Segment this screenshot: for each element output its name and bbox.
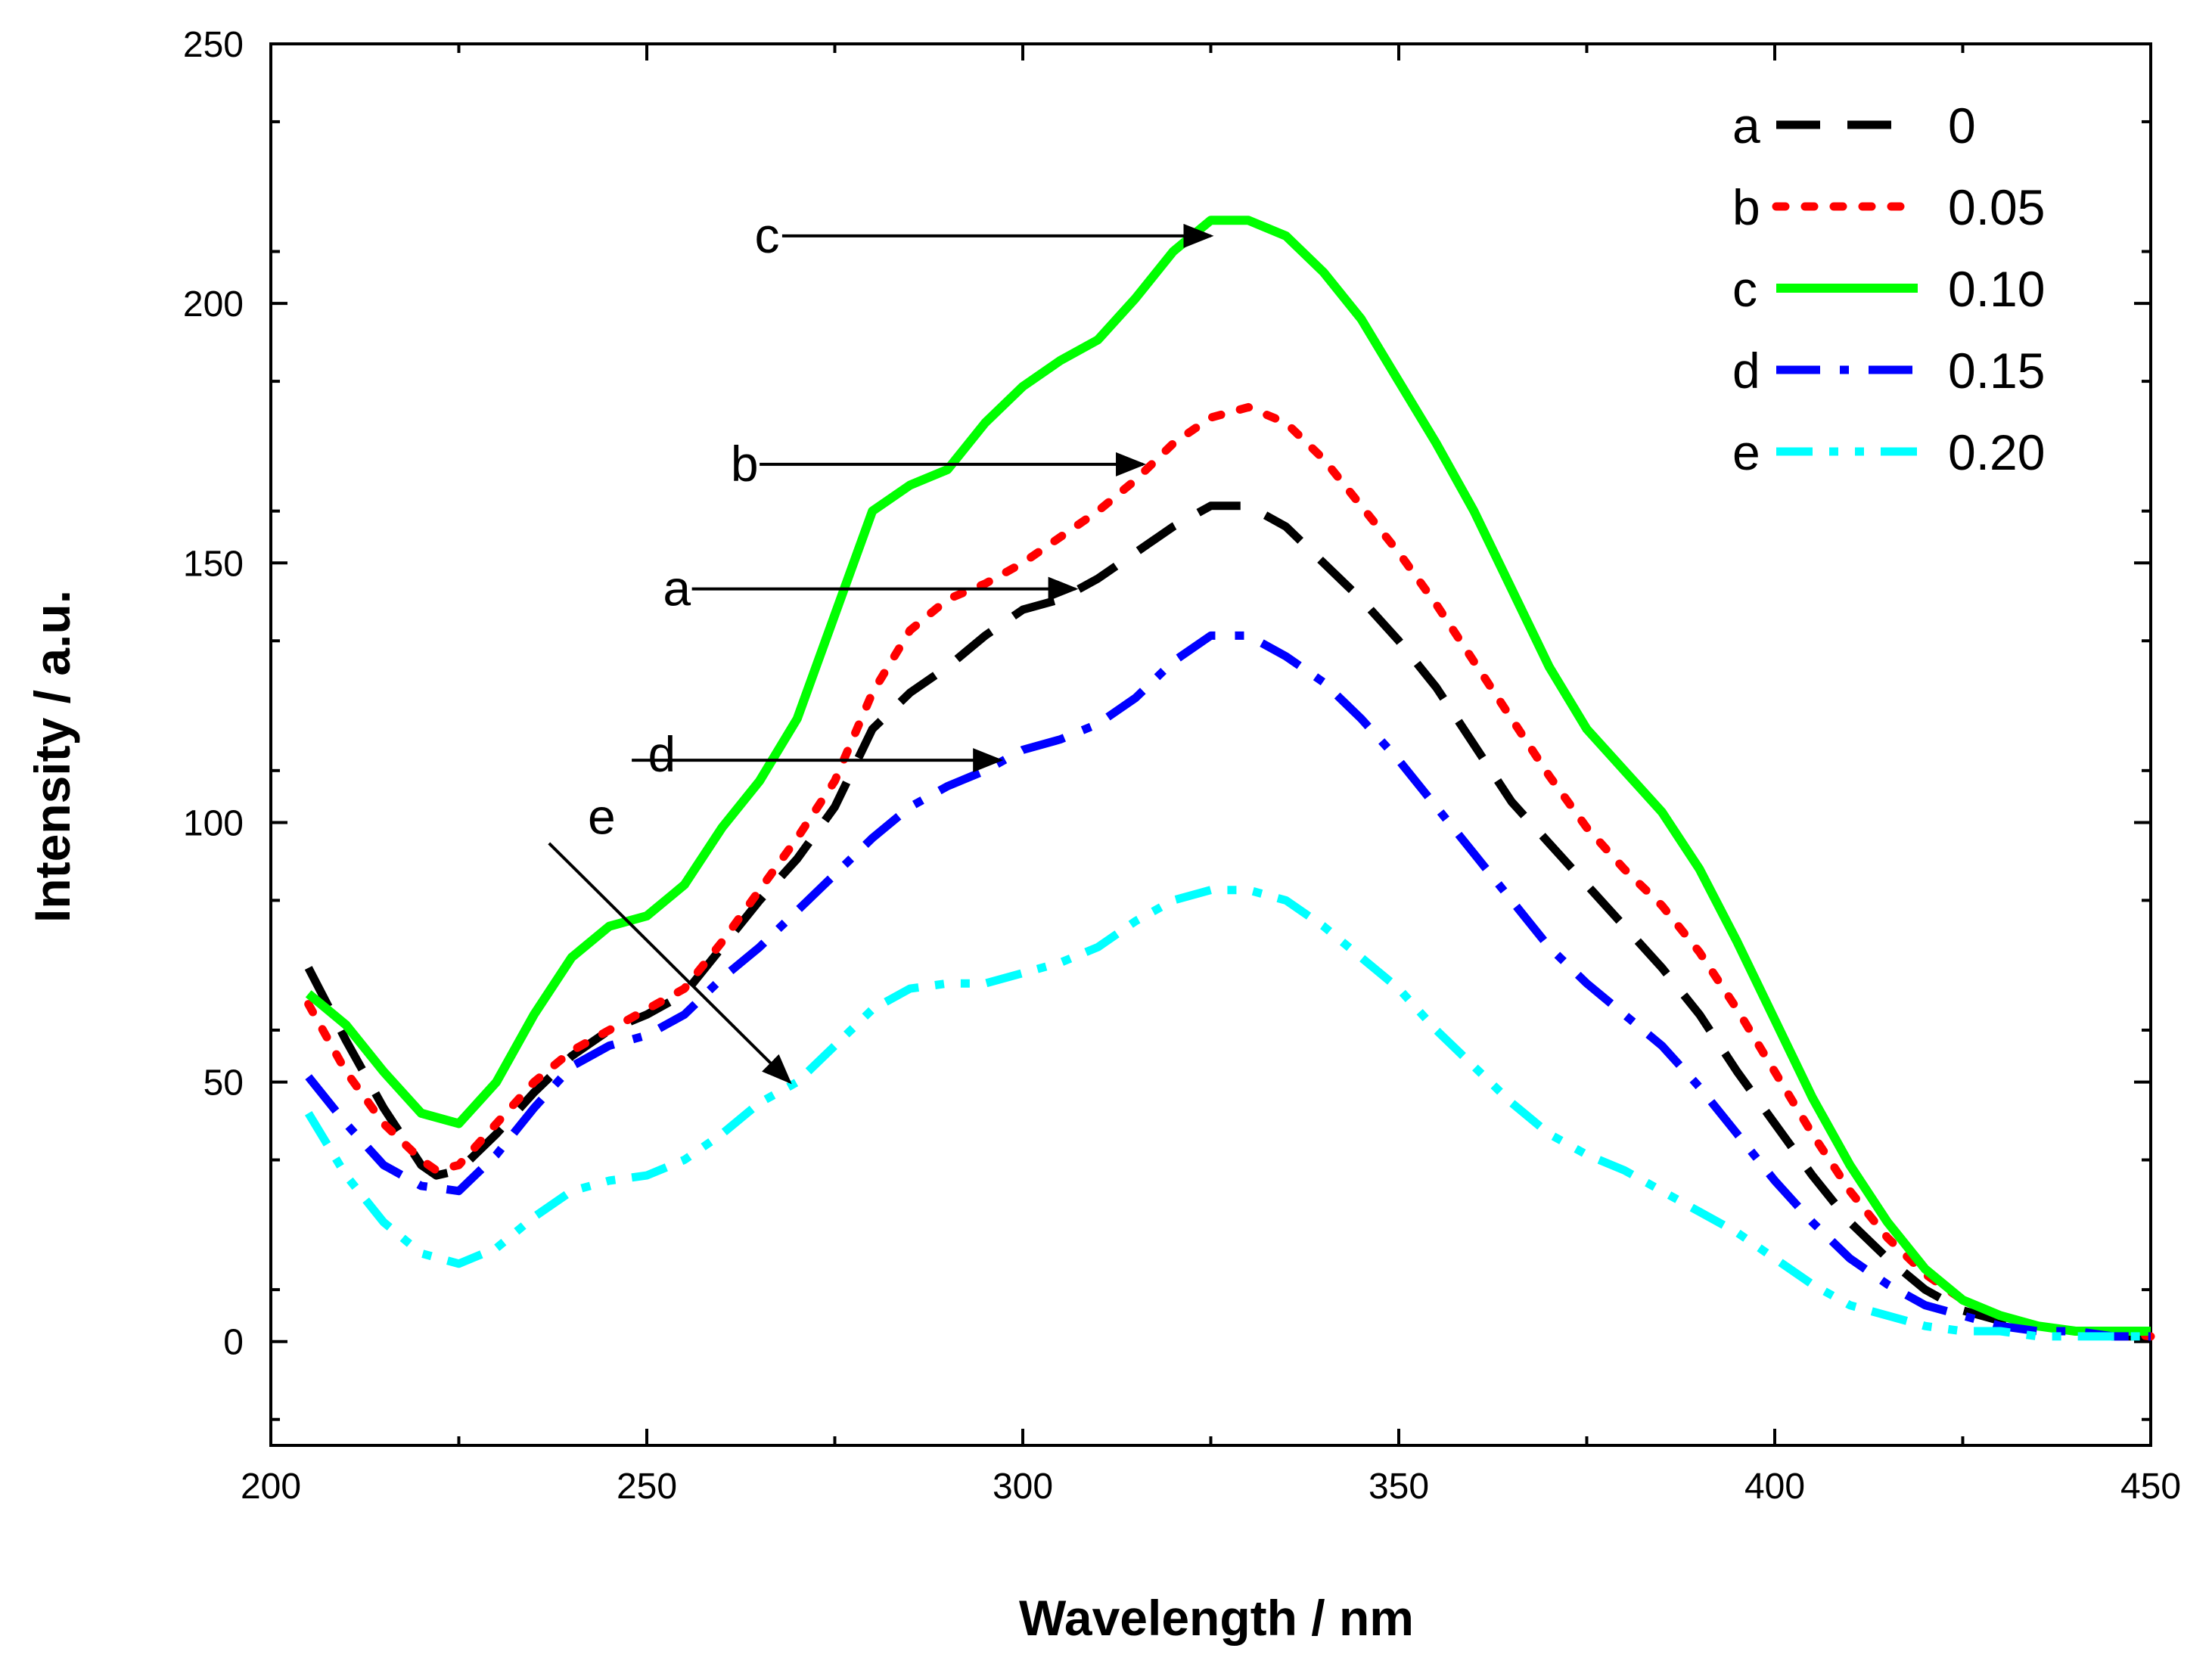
annotation-label-c: c: [755, 207, 780, 263]
x-tick-label: 250: [617, 1467, 677, 1507]
y-tick-label: 250: [183, 25, 244, 65]
y-tick-label: 150: [183, 544, 244, 584]
x-tick-label: 200: [241, 1467, 301, 1507]
y-tick-label: 100: [183, 803, 244, 843]
series-line-e: [304, 886, 2151, 1341]
annotation-label-d: d: [648, 726, 676, 782]
annotation-label-b: b: [731, 436, 759, 492]
legend-label-a: 0: [1948, 98, 1976, 154]
legend-key-b: b: [1732, 179, 1760, 235]
x-tick-label: 350: [1369, 1467, 1429, 1507]
annotation-label-e: e: [588, 789, 616, 845]
annotation-arrow-e: [548, 842, 792, 1085]
legend-key-c: c: [1732, 261, 1757, 317]
y-tick-label: 200: [183, 284, 244, 324]
series-line-c: [305, 216, 2151, 1336]
y-tick-label: 0: [223, 1323, 244, 1363]
legend-label-b: 0.05: [1948, 179, 2045, 235]
x-tick-label: 400: [1744, 1467, 1805, 1507]
x-tick-label: 300: [993, 1467, 1053, 1507]
series-line-b: [304, 402, 2155, 1341]
x-tick-label: 450: [2120, 1467, 2181, 1507]
legend-label-d: 0.15: [1948, 343, 2045, 399]
y-axis-title: Intensity / a.u.: [24, 590, 80, 923]
legend-label-e: 0.20: [1948, 424, 2045, 480]
x-axis-title: Wavelength / nm: [1019, 1590, 1414, 1646]
legend-key-e: e: [1732, 424, 1760, 480]
legend-key-a: a: [1732, 98, 1760, 154]
y-tick-label: 50: [203, 1063, 244, 1104]
legend-label-c: 0.10: [1948, 261, 2045, 317]
legend-key-d: d: [1732, 343, 1760, 399]
series-line-a: [304, 501, 2151, 1341]
annotation-label-a: a: [663, 560, 691, 616]
series-line-d: [305, 631, 2151, 1341]
